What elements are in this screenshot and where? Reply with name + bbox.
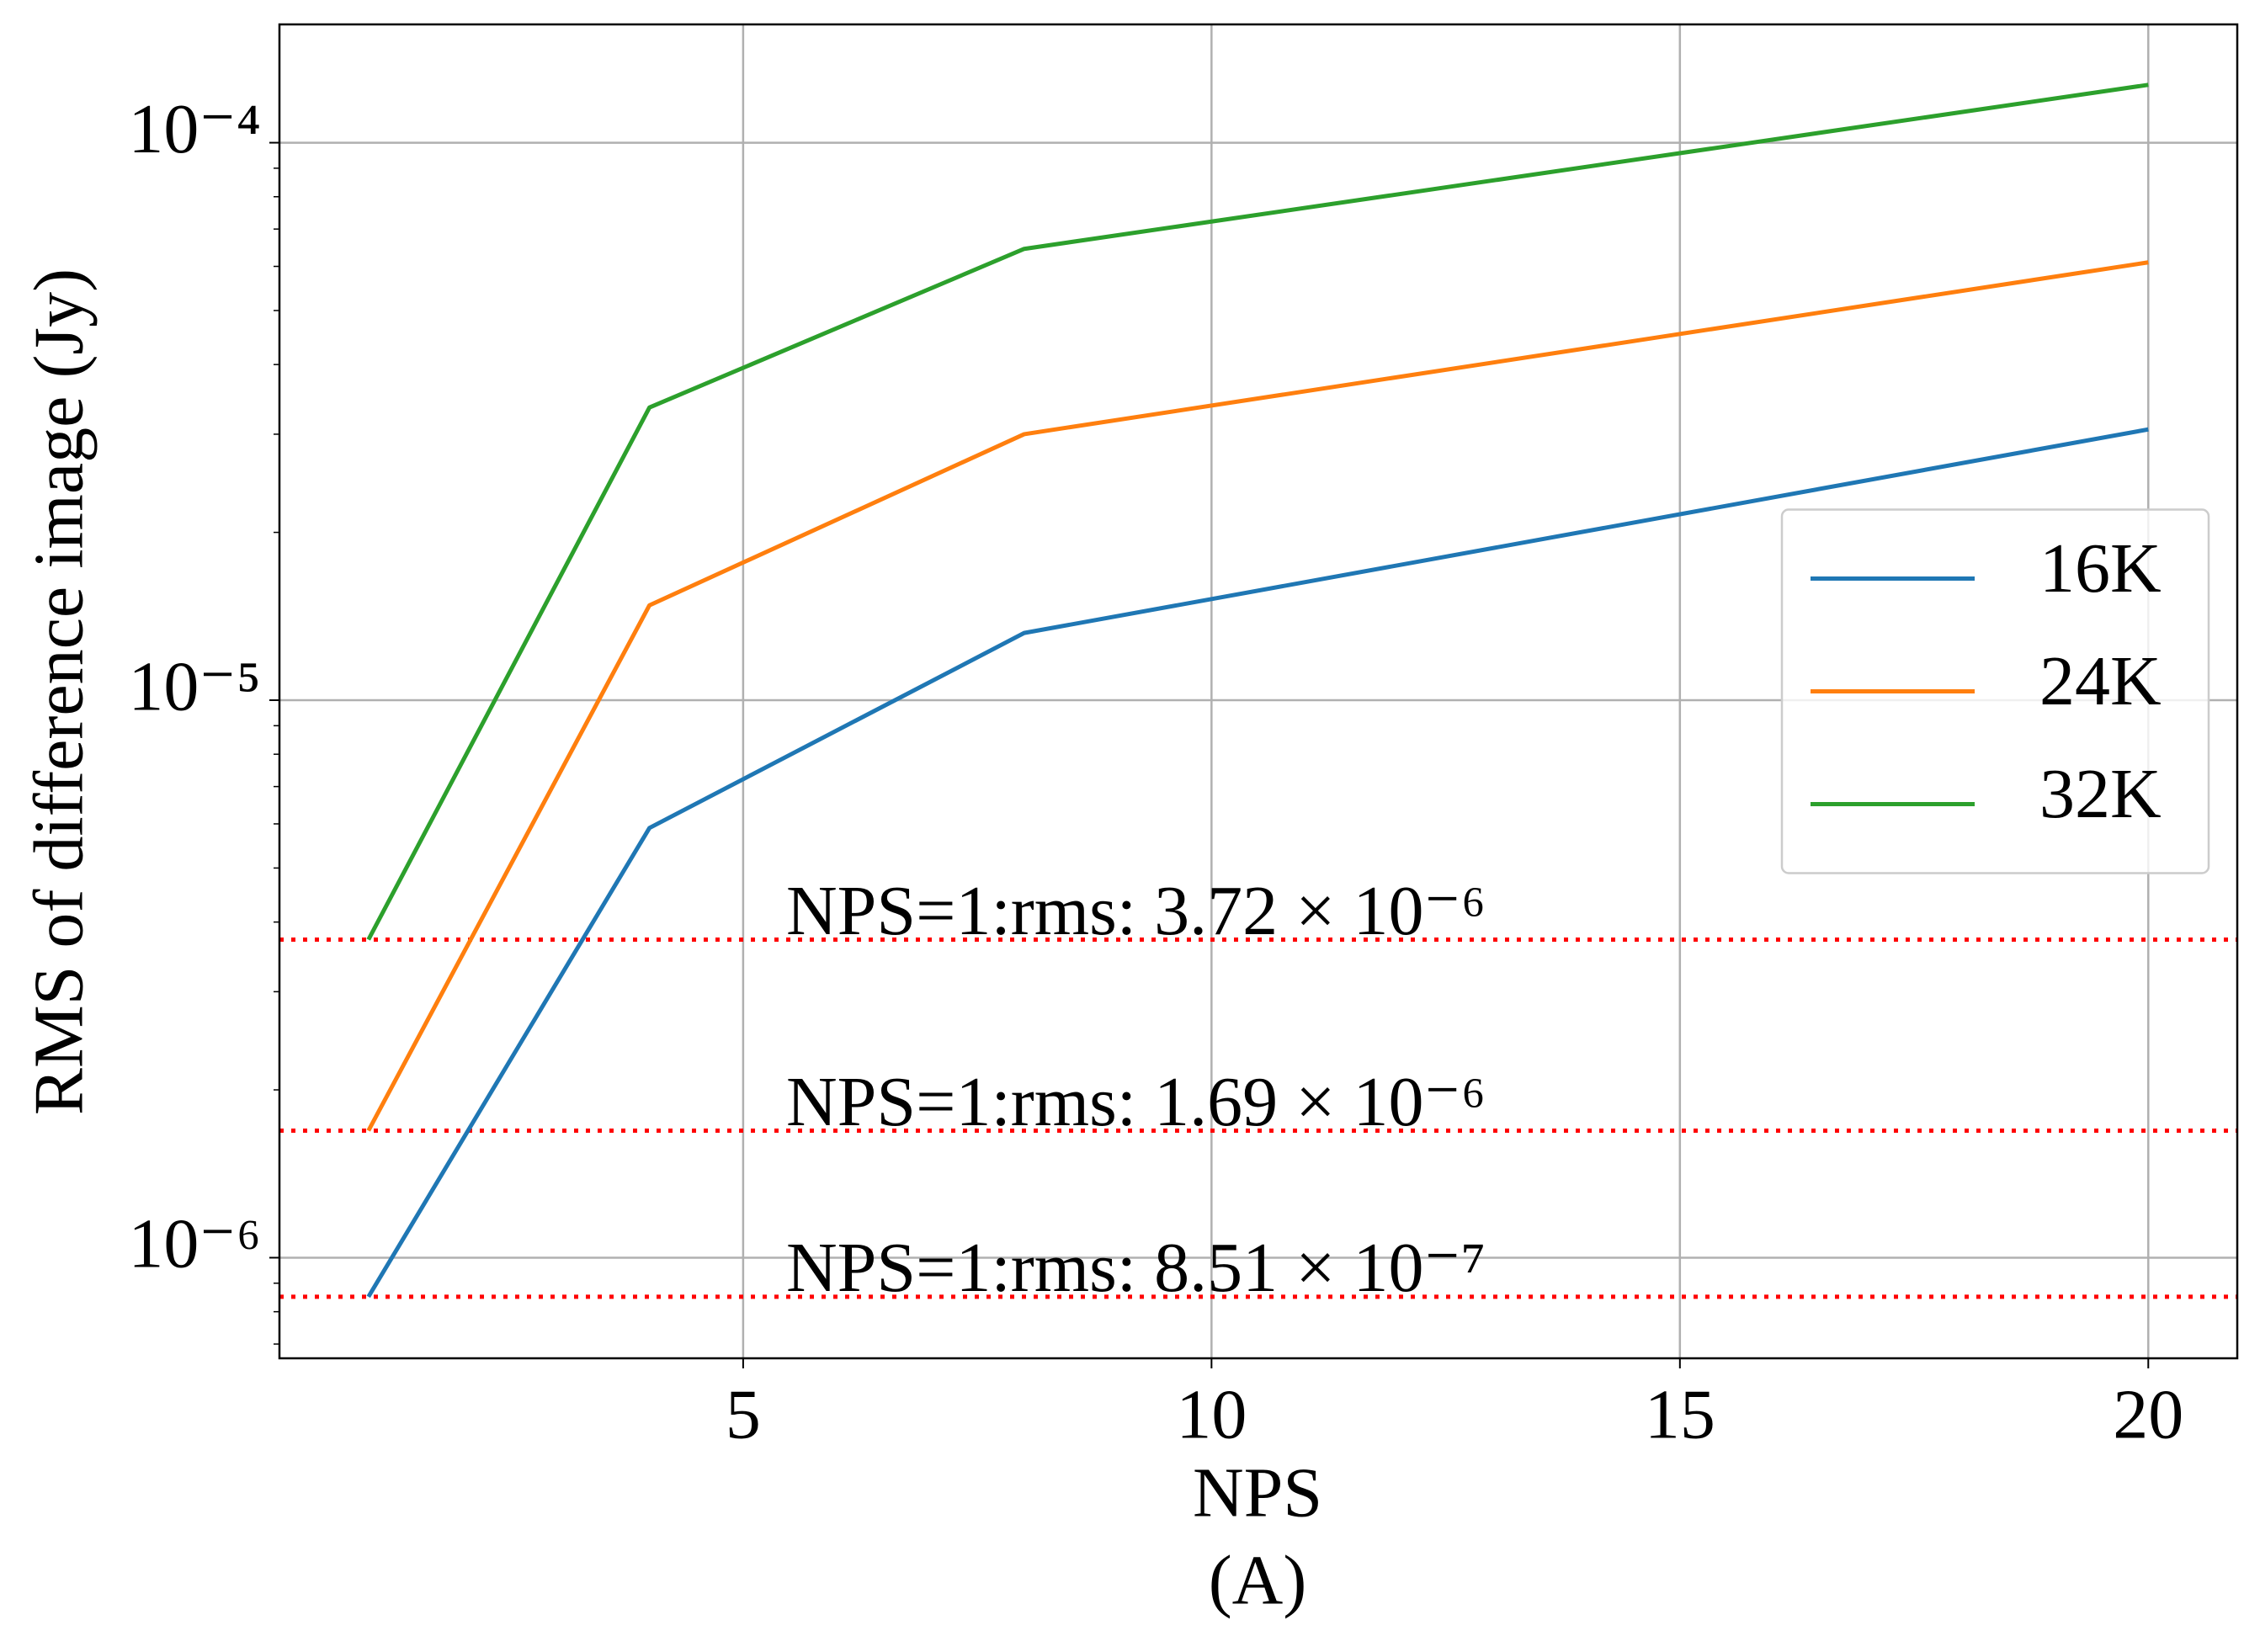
reference-label: NPS=1:rms: 8.51 × 10⁻⁷ (786, 1229, 1486, 1307)
series-line (366, 260, 2149, 1132)
series-line (366, 82, 2149, 941)
y-tick-label: 10⁻⁴ (128, 90, 261, 168)
legend-label: 24K (2039, 642, 2162, 720)
x-tick-label: 15 (1645, 1375, 1715, 1453)
legend-box (1780, 508, 2210, 874)
y-tick-label: 10⁻⁶ (128, 1205, 261, 1283)
x-tick-label: 10 (1176, 1375, 1247, 1453)
caption: (A) (1209, 1541, 1307, 1619)
y-tick-label: 10⁻⁵ (128, 647, 261, 725)
x-tick-label: 5 (726, 1375, 761, 1453)
x-axis-label: NPS (1193, 1453, 1322, 1532)
legend-label: 16K (2039, 529, 2162, 608)
plot-frame (278, 23, 2239, 1360)
legend-label: 32K (2039, 755, 2162, 833)
reference-label: NPS=1:rms: 3.72 × 10⁻⁶ (786, 872, 1486, 950)
y-axis-label: RMS of difference image (Jy) (19, 268, 98, 1115)
x-tick-label: 20 (2113, 1375, 2183, 1453)
reference-label: NPS=1:rms: 1.69 × 10⁻⁶ (786, 1063, 1486, 1141)
series-line (366, 427, 2149, 1299)
